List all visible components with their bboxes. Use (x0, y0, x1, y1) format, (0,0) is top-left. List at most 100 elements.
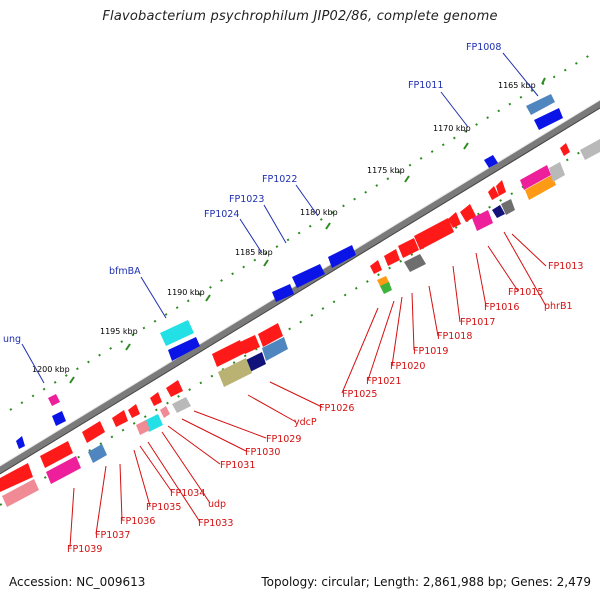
kbp-label: 1190 kbp (167, 288, 205, 297)
outer-tick-track (9, 54, 591, 411)
kbp-label: 1170 kbp (433, 124, 471, 133)
gene-fp1013[interactable] (520, 165, 551, 190)
label-fp1018[interactable]: FP1018 (437, 331, 472, 342)
gene-fp1043[interactable] (16, 436, 25, 449)
label-phrb1[interactable]: phrB1 (544, 301, 573, 312)
label-fp1035[interactable]: FP1035 (146, 502, 181, 513)
gene-fp1010[interactable] (560, 143, 570, 156)
gene-fp1053[interactable] (2, 479, 39, 507)
gene-fp1011[interactable] (484, 155, 498, 168)
leader-fp1021 (367, 300, 395, 381)
label-fp1029[interactable]: FP1029 (266, 434, 301, 445)
gene-fp1049[interactable] (88, 444, 107, 463)
gene-fp1051[interactable] (46, 456, 81, 484)
leader-fp1030 (181, 418, 247, 452)
leader-fp1015 (487, 245, 519, 292)
label-ung[interactable]: ung (3, 334, 21, 345)
gene-fp1025[interactable] (414, 218, 454, 250)
label-fp1020[interactable]: FP1020 (390, 361, 425, 372)
label-fp1034[interactable]: FP1034 (170, 488, 205, 499)
leader-fp1033 (147, 441, 201, 523)
label-fp1016[interactable]: FP1016 (484, 302, 519, 313)
gene-fp1038[interactable] (166, 380, 183, 397)
leader-fp1036 (119, 463, 123, 521)
gene-fp1039[interactable] (172, 397, 191, 413)
gene-fp1048[interactable] (82, 421, 105, 443)
label-fp1013[interactable]: FP1013 (548, 261, 583, 272)
kbp-tick (263, 259, 269, 267)
gene-fp1020[interactable] (460, 204, 476, 222)
gene-fp1014[interactable] (549, 162, 565, 182)
gene-bfmba[interactable] (160, 320, 194, 346)
kbp-labels: 1165 kbp 1170 kbp 1175 kbp 1180 kbp 1185… (32, 81, 536, 374)
gene-fp1052[interactable] (0, 463, 33, 492)
gene-fp1050[interactable] (40, 441, 73, 468)
label-fp1015[interactable]: FP1015 (508, 287, 543, 298)
leader-fp1037 (95, 465, 107, 535)
gene-fp1044[interactable] (112, 410, 128, 427)
label-fp1021[interactable]: FP1021 (366, 376, 401, 387)
gene-fp1030[interactable] (404, 254, 426, 272)
gene-fp1015[interactable] (488, 186, 499, 200)
gene-fp1022[interactable] (328, 245, 356, 268)
label-fp1008[interactable]: FP1008 (466, 42, 501, 53)
label-fp1025[interactable]: FP1025 (342, 389, 377, 400)
gene-phrb1[interactable] (525, 175, 556, 200)
gene-fp1024[interactable] (272, 284, 294, 302)
gene-fp1019[interactable] (472, 210, 493, 231)
leader-fp1029 (193, 410, 267, 439)
gene-fp1036[interactable] (246, 352, 266, 372)
gene-fp1017[interactable] (492, 205, 505, 218)
kbp-label: 1200 kbp (32, 365, 70, 374)
kbp-tick (69, 376, 75, 384)
label-fp1019[interactable]: FP1019 (413, 346, 448, 357)
gene-fp1008[interactable] (526, 94, 555, 115)
gene-fp1012[interactable] (580, 139, 600, 160)
gene-fp1021[interactable] (448, 212, 461, 228)
label-fp1011[interactable]: FP1011 (408, 80, 443, 91)
gene-fp1016[interactable] (496, 180, 506, 196)
gene-fp1026[interactable] (398, 238, 419, 258)
gene-fp1009[interactable] (534, 108, 563, 130)
label-ydcp[interactable]: ydcP (294, 417, 317, 428)
label-fp1036[interactable]: FP1036 (120, 516, 155, 527)
gene-fp1033[interactable] (240, 335, 260, 354)
label-udp[interactable]: udp (208, 499, 226, 510)
gene-fp1032[interactable] (380, 282, 392, 294)
gene-fp1041[interactable] (52, 411, 66, 426)
label-fp1033[interactable]: FP1033 (198, 518, 233, 529)
gene-fp1023[interactable] (292, 264, 325, 288)
label-fp1030[interactable]: FP1030 (245, 447, 280, 458)
gene-fp1018[interactable] (501, 199, 515, 215)
gene-ung[interactable] (48, 394, 60, 406)
label-fp1024[interactable]: FP1024 (204, 209, 239, 220)
gene-fp1040[interactable] (150, 392, 162, 406)
leader-fp1020 (391, 296, 403, 367)
label-fp1026[interactable]: FP1026 (319, 403, 354, 414)
label-fp1037[interactable]: FP1037 (95, 530, 130, 541)
gene-fp1034[interactable] (212, 340, 245, 367)
label-fp1017[interactable]: FP1017 (460, 317, 495, 328)
label-fp1023[interactable]: FP1023 (229, 194, 264, 205)
leader-fp1026 (269, 381, 323, 408)
gene-fp1029[interactable] (370, 260, 382, 274)
gene-fp1047[interactable] (136, 420, 150, 435)
kbp-tick (463, 142, 469, 150)
gene-fp1028[interactable] (384, 249, 400, 266)
gene-fp1046[interactable] (160, 406, 170, 418)
label-fp1022[interactable]: FP1022 (262, 174, 297, 185)
gene-fp1037[interactable] (218, 358, 252, 387)
gene-ydcp[interactable] (258, 323, 283, 347)
map-title: Flavobacterium psychrophilum JIP02/86, c… (102, 9, 498, 24)
label-fp1039[interactable]: FP1039 (67, 544, 102, 555)
gene-fp1035[interactable] (262, 337, 288, 361)
label-bfmba[interactable]: bfmBA (109, 266, 141, 277)
accession-text: Accession: NC_009613 (9, 575, 146, 589)
kbp-label: 1180 kbp (300, 208, 338, 217)
gene-fp1042[interactable] (128, 404, 140, 418)
kbp-label: 1185 kbp (235, 248, 273, 257)
forward-labels: FP1008 FP1011 FP1022 FP1023 FP1024 bfmBA… (3, 42, 501, 345)
gene-fp1027[interactable] (168, 337, 200, 361)
label-fp1031[interactable]: FP1031 (220, 460, 255, 471)
